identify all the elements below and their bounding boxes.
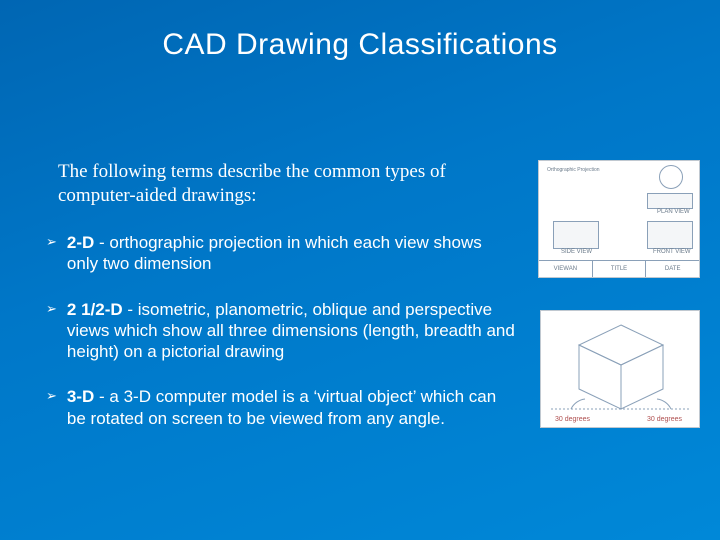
bullet-list: ➢ 2-D - orthographic projection in which… [46,232,516,453]
iso-angle-right: 30 degrees [647,416,683,423]
ortho-heading: Orthographic Projection [547,167,600,173]
slide: CAD Drawing Classifications The followin… [0,0,720,540]
bullet-arrow-icon: ➢ [46,388,57,404]
bullet-text: 2-D - orthographic projection in which e… [67,232,516,275]
ortho-front-label: FRONT VIEW [653,249,691,255]
ortho-front-rect [647,221,693,249]
bullet-arrow-icon: ➢ [46,234,57,250]
list-item: ➢ 2-D - orthographic projection in which… [46,232,516,275]
orthographic-thumbnail: Orthographic Projection PLAN VIEW SIDE V… [538,160,700,278]
ortho-plan-label: PLAN VIEW [657,209,690,215]
ortho-side-rect [553,221,599,249]
isometric-thumbnail: 30 degrees 30 degrees [540,310,700,428]
list-item: ➢ 3-D - a 3-D computer model is a ‘virtu… [46,386,516,429]
ortho-side-label: SIDE VIEW [561,249,592,255]
ortho-tb-mid: TITLE [593,261,647,277]
bullet-rest: - a 3-D computer model is a ‘virtual obj… [67,387,496,427]
slide-title: CAD Drawing Classifications [0,28,720,62]
bullet-lead: 3-D [67,387,94,406]
bullet-rest: - isometric, planometric, oblique and pe… [67,300,515,362]
ortho-title-block: VIEWAN TITLE DATE [539,260,699,277]
ortho-circle-icon [659,165,683,189]
intro-text: The following terms describe the common … [58,160,508,208]
bullet-arrow-icon: ➢ [46,301,57,317]
bullet-text: 3-D - a 3-D computer model is a ‘virtual… [67,386,516,429]
bullet-lead: 2-D [67,233,94,252]
iso-angle-left: 30 degrees [555,416,591,423]
ortho-tb-right: DATE [646,261,699,277]
bullet-text: 2 1/2-D - isometric, planometric, obliqu… [67,299,516,363]
bullet-lead: 2 1/2-D [67,300,123,319]
isometric-cube-icon: 30 degrees 30 degrees [541,311,701,429]
ortho-plan-rect [647,193,693,209]
ortho-tb-left: VIEWAN [539,261,593,277]
bullet-rest: - orthographic projection in which each … [67,233,482,273]
list-item: ➢ 2 1/2-D - isometric, planometric, obli… [46,299,516,363]
